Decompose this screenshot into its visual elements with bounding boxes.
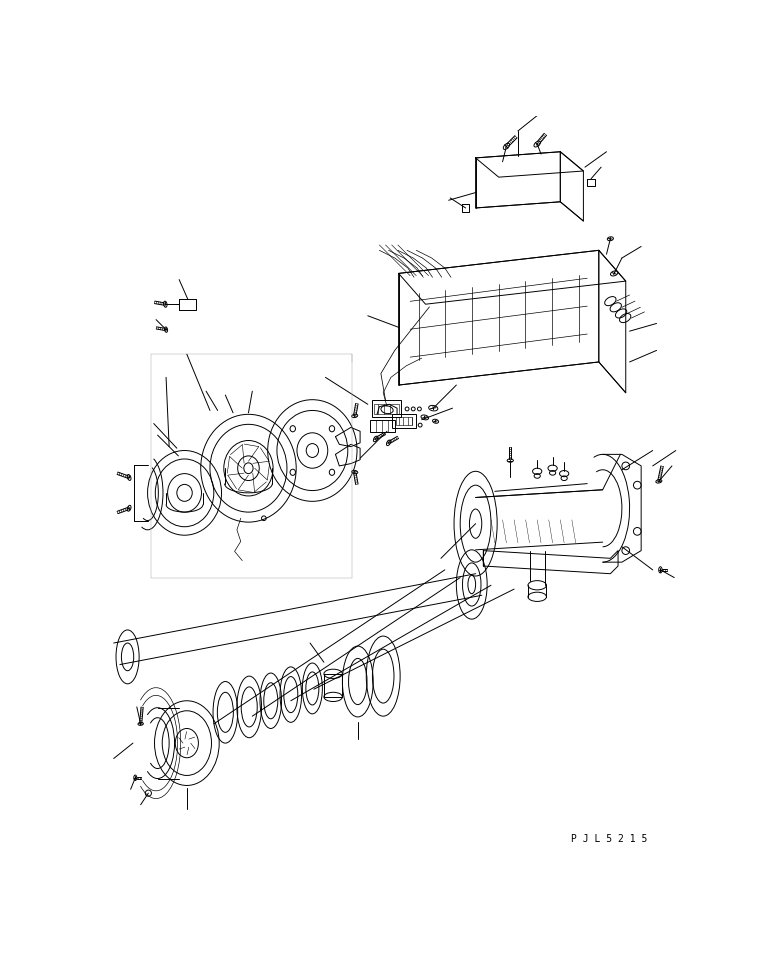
Bar — [370, 420, 395, 432]
Bar — [372, 401, 401, 417]
Bar — [374, 403, 399, 414]
Text: P J L 5 2 1 5: P J L 5 2 1 5 — [571, 834, 647, 844]
Bar — [396, 417, 412, 425]
Bar — [392, 414, 416, 429]
